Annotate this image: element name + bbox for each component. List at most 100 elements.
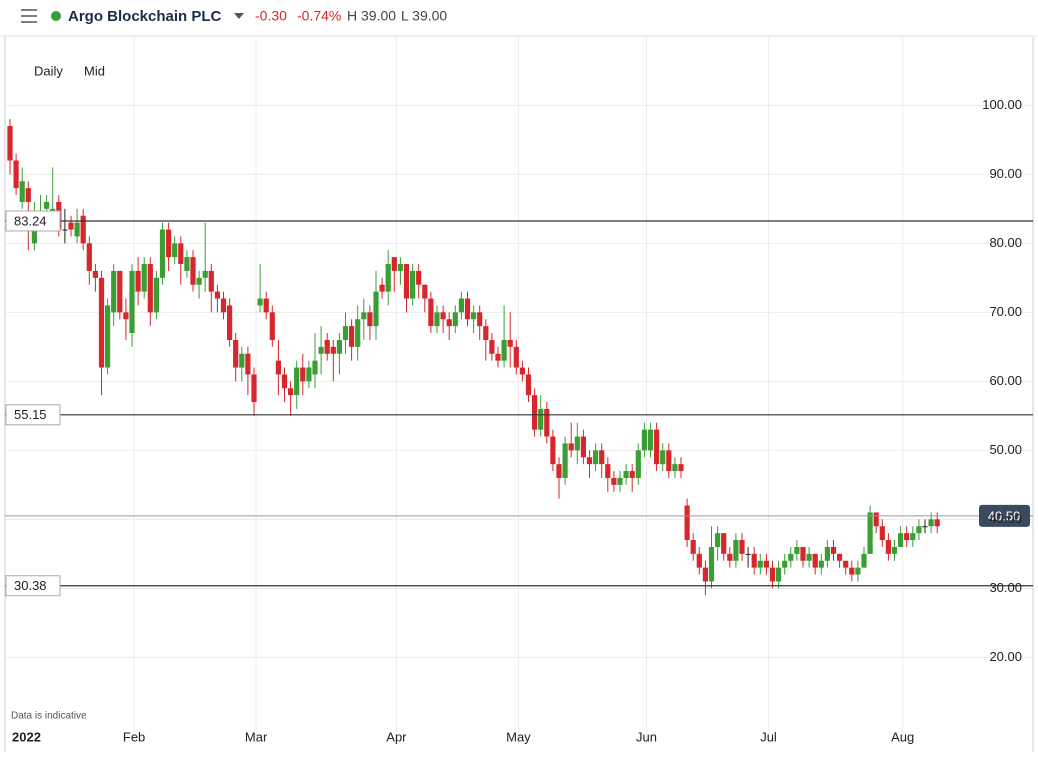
marks (7, 119, 940, 596)
price-change-pct: -0.74% (297, 8, 341, 24)
candle-body (440, 312, 446, 320)
candle-body (123, 312, 129, 320)
candle-body (757, 560, 763, 568)
candle-body (672, 464, 678, 472)
candle-body (830, 546, 837, 554)
candle-body (25, 188, 31, 202)
candle-body (105, 305, 111, 368)
candle-body (751, 553, 757, 568)
candle-body (31, 222, 37, 244)
candle-body (727, 553, 733, 561)
candle-body (501, 339, 507, 361)
candle-body (178, 243, 184, 265)
candle-body (403, 264, 410, 299)
menu-icon[interactable] (21, 9, 37, 23)
candle-body (361, 312, 367, 320)
last-price-label: 40.50 (988, 508, 1021, 523)
candle-body (818, 560, 824, 568)
candle-body (62, 229, 68, 231)
candle-body (580, 436, 586, 458)
candle-body (525, 374, 532, 396)
candle-body (312, 360, 318, 375)
candle-body (342, 326, 349, 340)
candle-body (471, 312, 477, 320)
candle-body (696, 553, 702, 568)
candle-body (898, 533, 904, 547)
price-type-control[interactable]: Mid (84, 63, 105, 78)
candle-body (111, 270, 117, 313)
candle-body (867, 512, 873, 554)
candle-body (605, 464, 611, 478)
candle-body (879, 526, 885, 541)
candle-body (159, 229, 166, 278)
candle-body (355, 319, 361, 347)
candle-body (934, 519, 940, 527)
candle-body (300, 367, 306, 382)
candle-body (794, 546, 800, 554)
candle-body (373, 291, 379, 327)
candle-body (477, 312, 483, 327)
candle-body (428, 298, 434, 327)
overlays: 83.24 55.15 30.38 40.50 (5, 210, 1033, 597)
candle-body (74, 222, 80, 237)
candle-body (251, 374, 257, 403)
level-label-box (5, 404, 61, 426)
candle-body (166, 229, 172, 258)
candle-body (593, 450, 599, 465)
x-tick-label: Feb (123, 729, 145, 744)
dropdown-caret[interactable] (234, 13, 244, 19)
y-tick-label: 50.00 (989, 442, 1022, 457)
candle-body (647, 429, 654, 451)
level-label-box (5, 575, 61, 597)
candle-body (922, 526, 928, 528)
candle-body (19, 181, 25, 202)
candle-body (147, 264, 153, 313)
candle-body (172, 243, 178, 258)
candle-body (812, 553, 818, 568)
interval-control[interactable]: Daily (34, 63, 63, 78)
candle-body (68, 222, 74, 230)
candle-body (623, 471, 629, 478)
disclaimer: Data is indicative (11, 711, 87, 722)
candle-body (239, 353, 245, 368)
candle-body (141, 264, 147, 292)
candle-body (98, 277, 105, 368)
candle-body (538, 408, 544, 430)
candle-body (385, 264, 391, 292)
grid (5, 37, 1033, 745)
candle-body (184, 257, 190, 271)
candle-body (391, 257, 397, 271)
candle-body (544, 408, 550, 437)
x-tick-label: Aug (891, 729, 914, 744)
candle-body (806, 553, 812, 561)
status-dot (51, 11, 61, 21)
candle-body (245, 353, 251, 375)
instrument-title[interactable]: Argo Blockchain PLC (68, 8, 222, 25)
candle-body (885, 540, 891, 554)
candle-body (288, 388, 294, 396)
candle-body (190, 257, 196, 285)
last-price-box (979, 504, 1030, 527)
level-label: 30.38 (14, 578, 47, 593)
candle-body (275, 360, 281, 375)
y-tick-label: 90.00 (989, 166, 1022, 181)
candle-body (13, 160, 19, 189)
candle-body (629, 471, 635, 478)
candle-body (586, 457, 593, 465)
candle-body (117, 270, 123, 313)
candle-body (281, 374, 288, 389)
candle-body (763, 560, 769, 568)
candle-body (568, 443, 574, 451)
candle-body (715, 533, 721, 547)
candle-body (666, 450, 672, 472)
candle-body (416, 270, 422, 285)
candle-body (824, 546, 830, 561)
candle-body (904, 533, 910, 541)
candle-body (556, 464, 562, 478)
candle-body (233, 339, 239, 368)
candle-body (422, 284, 428, 299)
y-tick-label: 100.00 (982, 97, 1022, 112)
candle-body (452, 312, 458, 327)
candle-body (129, 270, 135, 334)
candle-body (708, 546, 715, 582)
